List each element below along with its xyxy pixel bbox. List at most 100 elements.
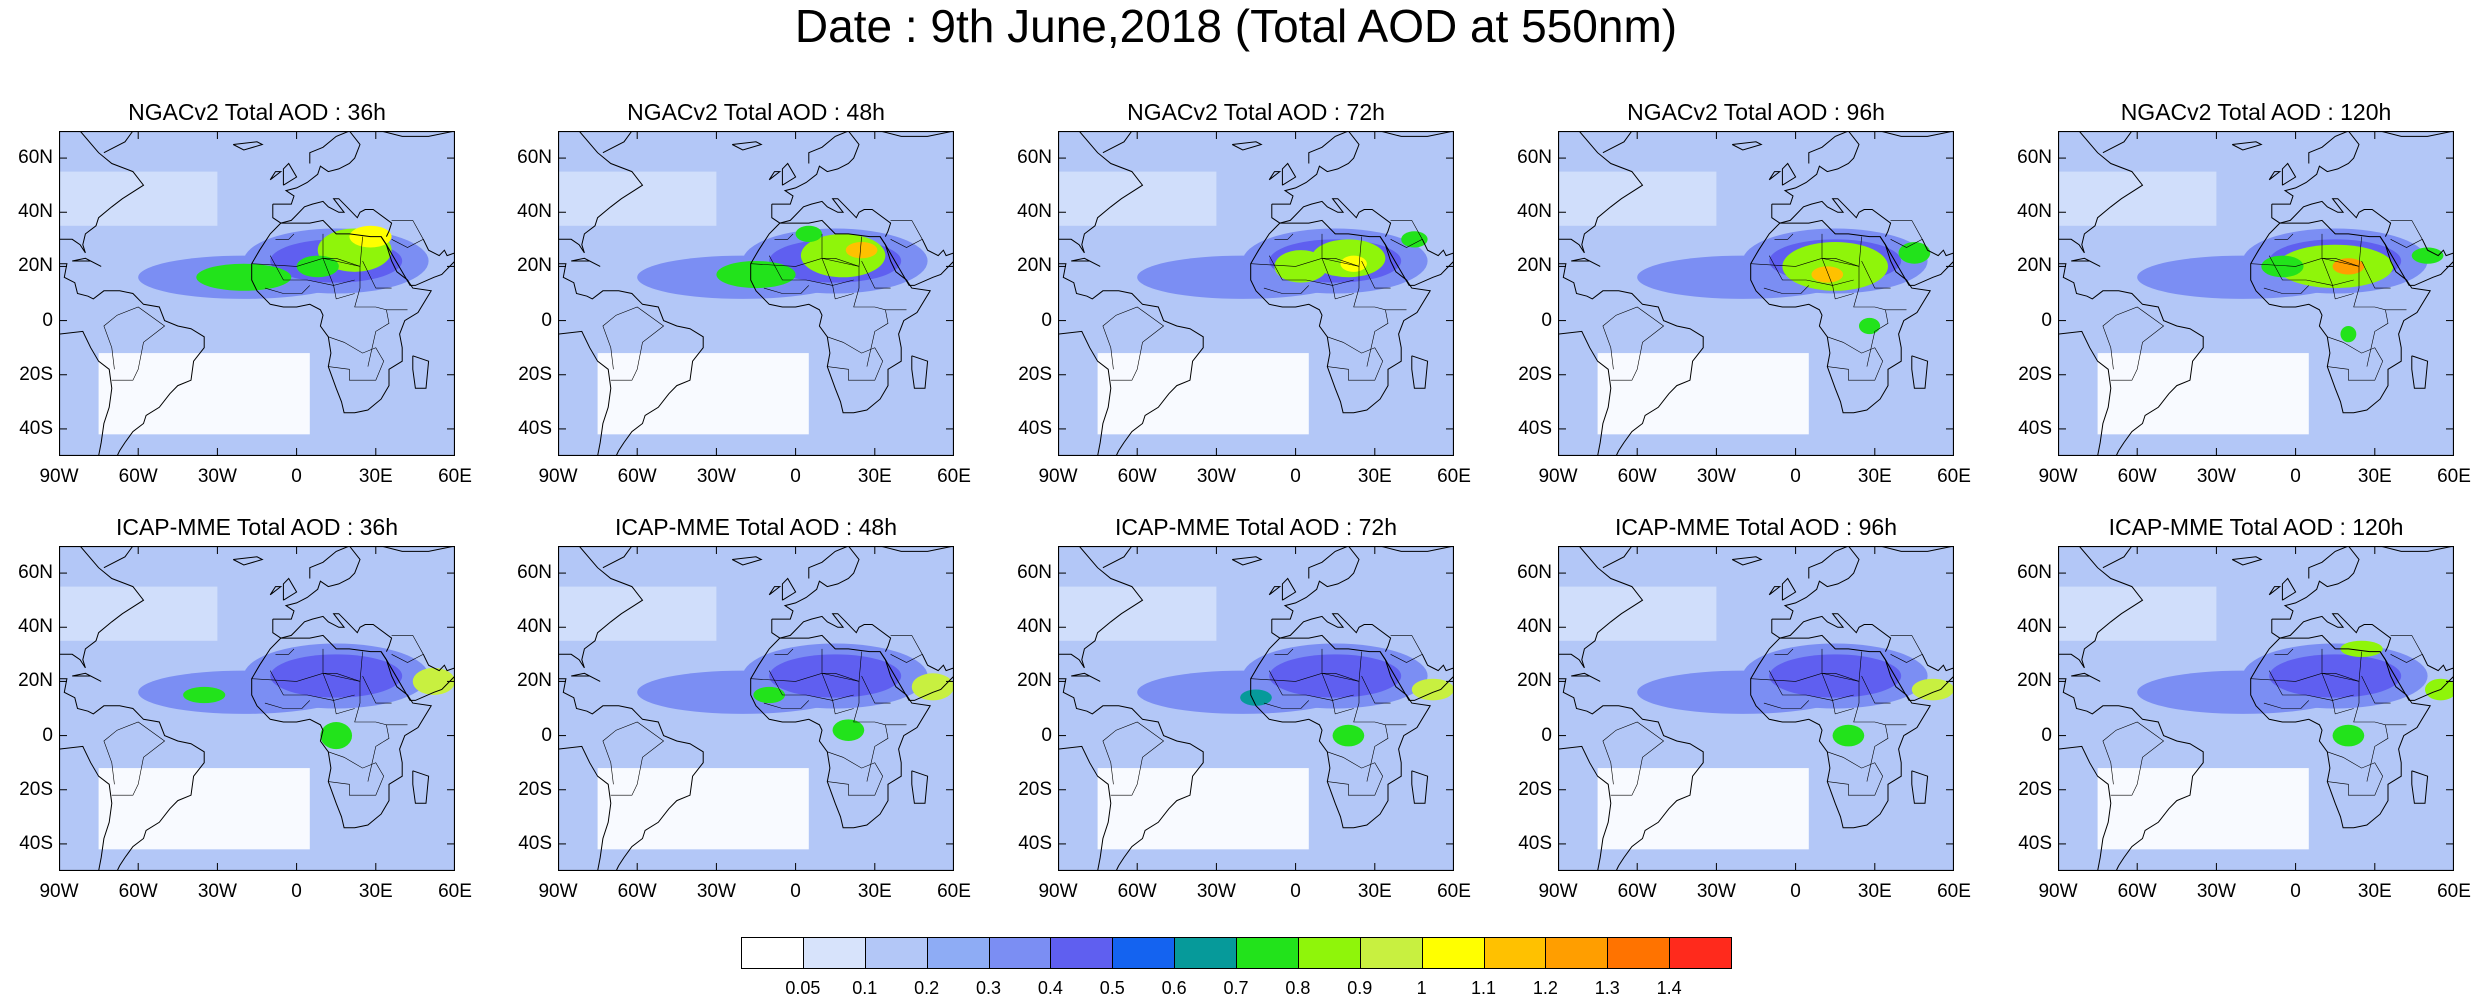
coastline xyxy=(731,556,763,566)
country-border xyxy=(861,675,891,704)
lat-label: 60N xyxy=(517,562,552,584)
map-frame xyxy=(1558,131,1954,456)
colorbar-swatch xyxy=(1669,937,1732,969)
country-border xyxy=(750,673,907,726)
lon-label: 30W xyxy=(1196,466,1236,487)
map-frame xyxy=(558,546,954,871)
colorbar-swatch xyxy=(1359,937,1423,969)
country-border xyxy=(1321,258,1354,286)
country-border xyxy=(1821,233,1862,267)
coastline xyxy=(1911,770,1929,804)
country-border xyxy=(1327,336,1384,381)
coastline xyxy=(2058,263,2204,456)
map-frame xyxy=(59,131,455,456)
country-border xyxy=(1827,336,1884,381)
coastline xyxy=(781,577,797,601)
country-border xyxy=(774,648,794,655)
coastline xyxy=(2102,546,2133,569)
coastline xyxy=(1558,678,1704,871)
country-border xyxy=(2321,233,2362,267)
country-border xyxy=(2390,635,2423,663)
colorbar-label: 1 xyxy=(1416,978,1427,998)
coastline xyxy=(921,654,954,672)
country-border xyxy=(322,673,355,701)
coastline xyxy=(2271,546,2360,620)
lat-label: 60N xyxy=(18,562,53,584)
country-border xyxy=(890,635,923,663)
coastline xyxy=(558,745,612,871)
country-border xyxy=(1274,233,1294,240)
lon-label: 0 xyxy=(1290,466,1301,487)
panel-title: ICAP-MME Total AOD : 72h xyxy=(1114,514,1398,540)
colorbar-swatch xyxy=(1483,937,1547,969)
coastline xyxy=(1281,577,1297,601)
colorbar-swatch xyxy=(926,937,990,969)
lat-label: 60N xyxy=(1017,147,1052,169)
lat-label: 40S xyxy=(2018,417,2052,439)
country-border xyxy=(763,700,810,709)
coastline xyxy=(2058,131,2144,254)
colorbar-label: 0.2 xyxy=(914,978,940,998)
aod-plume xyxy=(832,719,865,741)
lon-label: 30E xyxy=(358,466,393,487)
country-border xyxy=(391,220,424,248)
colorbar-label: 0.1 xyxy=(852,978,878,998)
coastline xyxy=(768,586,782,596)
coastline xyxy=(422,654,455,672)
panel-title: ICAP-MME Total AOD : 48h xyxy=(614,514,898,540)
lon-label: 30E xyxy=(1857,466,1892,487)
country-border xyxy=(2263,700,2310,709)
lon-label: 30W xyxy=(1696,466,1736,487)
coastline xyxy=(272,546,361,620)
country-border xyxy=(861,260,891,289)
aod-clean-region xyxy=(98,353,310,435)
lon-label: 30W xyxy=(2196,466,2236,487)
aod-clean-region xyxy=(2097,353,2309,435)
coastline xyxy=(2268,171,2282,181)
coastline xyxy=(380,236,455,286)
aod-low-region xyxy=(1558,586,1717,641)
colorbar-label: 1.3 xyxy=(1594,978,1620,998)
map-panel: NGACv2 Total AOD : 36h 60N 40N 20N 0 20S 40S 90… xyxy=(18,99,472,487)
country-border xyxy=(1890,635,1923,663)
aod-low-region xyxy=(59,171,218,226)
lat-label: 20S xyxy=(1018,363,1052,385)
coastline xyxy=(911,355,929,389)
country-border xyxy=(275,233,295,240)
coastline xyxy=(1271,131,1360,205)
lat-label: 20N xyxy=(517,255,552,277)
aod-plume xyxy=(2340,326,2357,343)
coastline xyxy=(282,162,298,186)
colorbar-swatch xyxy=(988,937,1052,969)
coastline xyxy=(2421,654,2454,672)
lat-label: 20N xyxy=(2017,255,2052,277)
coastline xyxy=(2411,355,2429,389)
country-border xyxy=(1263,700,1310,709)
lon-label: 30E xyxy=(857,466,892,487)
country-border xyxy=(264,285,311,294)
colorbar-label: 0.05 xyxy=(785,978,821,998)
coastline xyxy=(1558,745,1612,871)
lon-label: 90W xyxy=(2038,466,2078,487)
coastline xyxy=(412,770,430,804)
country-border xyxy=(750,258,907,311)
lat-label: 60N xyxy=(1017,562,1052,584)
colorbar-swatch xyxy=(802,937,866,969)
lat-label: 20S xyxy=(518,363,552,385)
lat-label: 20N xyxy=(1017,670,1052,692)
lon-label: 60E xyxy=(438,466,472,487)
country-border xyxy=(391,635,424,663)
coastline xyxy=(2058,678,2204,871)
lat-label: 40S xyxy=(1018,417,1052,439)
coastline xyxy=(2308,131,2454,164)
lat-label: 40S xyxy=(19,832,53,854)
lon-label: 30W xyxy=(197,466,237,487)
country-border xyxy=(322,648,363,682)
lat-label: 40N xyxy=(1517,616,1552,638)
country-border xyxy=(1861,260,1891,289)
aod-map xyxy=(558,546,954,871)
coastline xyxy=(1602,546,1633,569)
lat-label: 40N xyxy=(517,616,552,638)
lat-label: 60N xyxy=(517,147,552,169)
country-border xyxy=(763,285,810,294)
